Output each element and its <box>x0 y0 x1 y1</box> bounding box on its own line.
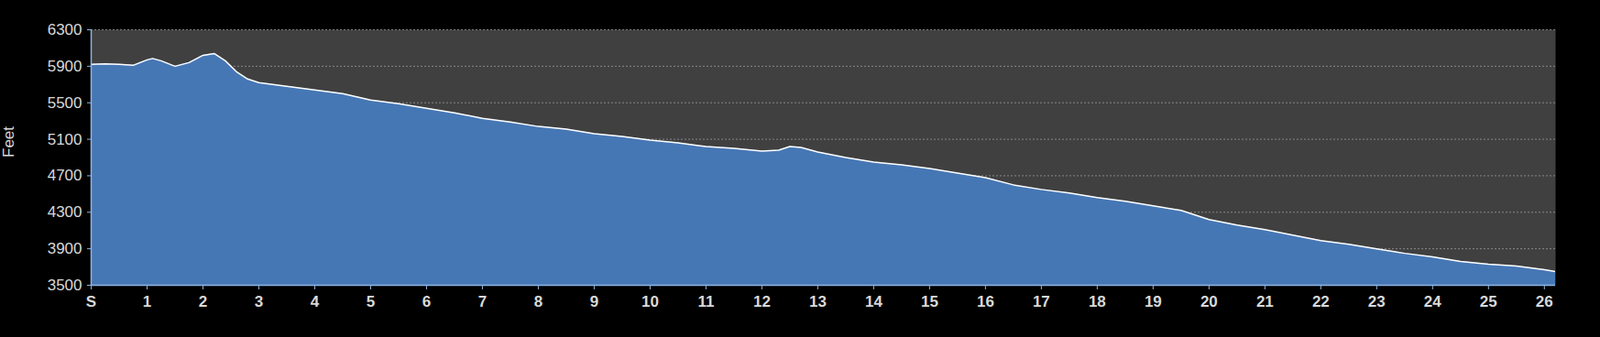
svg-text:16: 16 <box>976 293 995 311</box>
svg-text:Feet: Feet <box>0 126 18 158</box>
svg-text:14: 14 <box>865 293 883 311</box>
svg-text:8: 8 <box>534 293 543 311</box>
svg-text:26: 26 <box>1535 293 1554 311</box>
svg-text:6300: 6300 <box>47 21 83 39</box>
svg-text:19: 19 <box>1144 293 1162 311</box>
svg-text:12: 12 <box>753 293 771 311</box>
svg-text:18: 18 <box>1088 293 1107 311</box>
svg-text:2: 2 <box>198 293 208 311</box>
svg-text:10: 10 <box>641 293 659 311</box>
svg-text:3500: 3500 <box>47 276 83 295</box>
svg-text:4700: 4700 <box>47 166 83 185</box>
svg-text:5900: 5900 <box>47 57 83 76</box>
svg-text:24: 24 <box>1424 293 1442 311</box>
svg-text:22: 22 <box>1312 293 1330 311</box>
svg-text:3900: 3900 <box>47 240 83 258</box>
svg-text:5500: 5500 <box>47 94 83 112</box>
svg-text:21: 21 <box>1256 293 1274 311</box>
svg-text:3: 3 <box>254 293 264 311</box>
svg-text:7: 7 <box>478 293 487 311</box>
svg-text:11: 11 <box>697 293 714 311</box>
svg-text:23: 23 <box>1368 293 1386 311</box>
svg-text:13: 13 <box>809 293 827 311</box>
svg-text:4300: 4300 <box>47 203 83 221</box>
svg-text:S: S <box>86 293 97 311</box>
svg-text:5100: 5100 <box>47 131 83 149</box>
svg-text:9: 9 <box>590 293 599 311</box>
svg-text:15: 15 <box>920 293 939 311</box>
svg-text:4: 4 <box>310 293 320 311</box>
svg-text:1: 1 <box>142 293 152 311</box>
svg-text:25: 25 <box>1479 293 1498 311</box>
svg-text:5: 5 <box>366 293 375 311</box>
svg-text:20: 20 <box>1200 293 1218 311</box>
svg-text:17: 17 <box>1032 293 1051 311</box>
svg-text:6: 6 <box>422 293 431 311</box>
